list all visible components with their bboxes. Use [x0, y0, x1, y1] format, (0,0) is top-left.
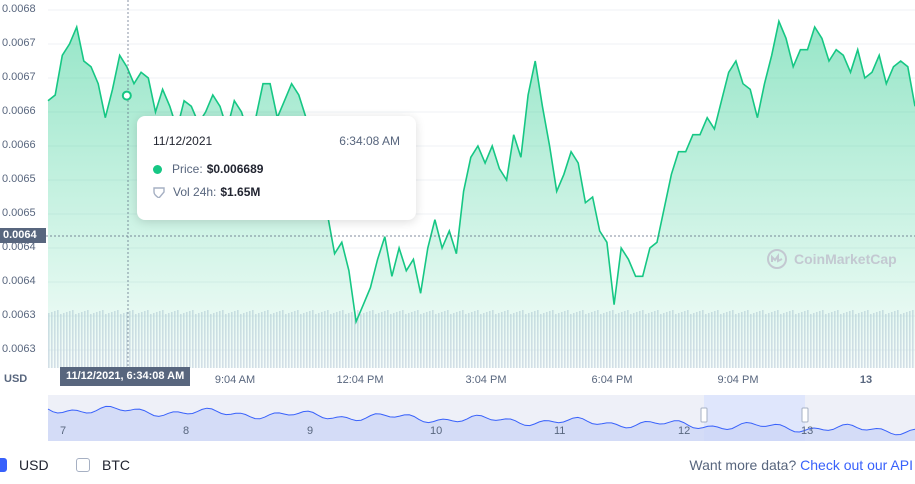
navigator-date-label: 10 [430, 425, 443, 437]
tooltip-price-row: Price: $0.006689 [153, 162, 263, 176]
navigator-line [47, 405, 915, 436]
navigator-date-label: 8 [183, 425, 190, 437]
crosshair-price-label: 0.0064 [0, 228, 46, 243]
price-chart[interactable] [0, 0, 915, 445]
y-tick-label: 0.0063 [2, 309, 36, 321]
x-tick-label: 9:04 AM [214, 374, 256, 386]
x-tick-label: 13 [859, 374, 873, 386]
y-tick-label: 0.0064 [2, 275, 36, 287]
usd-checkbox-box[interactable] [0, 458, 7, 472]
watermark: CoinMarketCap [766, 248, 897, 270]
navigator-area [48, 406, 915, 441]
y-tick-label: 0.0065 [2, 173, 36, 185]
y-tick-label: 0.0067 [2, 37, 36, 49]
y-tick-label: 0.0067 [2, 71, 36, 83]
price-dot-icon [153, 164, 162, 174]
navigator-date-label: 12 [678, 425, 691, 437]
api-link[interactable]: Check out our API [800, 457, 913, 473]
y-tick-label: 0.0063 [2, 343, 36, 355]
navigator-date-label: 7 [60, 425, 67, 437]
y-tick-label: 0.0065 [2, 207, 36, 219]
coinmarketcap-logo-icon [767, 249, 787, 269]
navigator-right-handle[interactable] [801, 407, 809, 423]
watermark-text: CoinMarketCap [794, 251, 897, 267]
price-area [48, 21, 915, 369]
btc-checkbox-label: BTC [102, 457, 130, 473]
y-axis-currency: USD [4, 373, 28, 385]
tooltip-volume-label: Vol 24h: [173, 185, 217, 199]
tooltip-time: 6:34:08 AM [339, 134, 400, 148]
navigator-date-label: 13 [801, 425, 814, 437]
volume-shield-icon [153, 187, 165, 198]
y-tick-label: 0.0066 [2, 139, 36, 151]
tooltip-price-label: Price: [172, 162, 203, 176]
navigator-date-label: 9 [307, 425, 314, 437]
tooltip-volume-value: $1.65M [220, 185, 261, 199]
y-tick-label: 0.0068 [2, 3, 36, 15]
navigator-left-handle[interactable] [700, 407, 708, 423]
price-tooltip: 11/12/2021 6:34:08 AM Price: $0.006689 V… [137, 116, 416, 220]
usd-checkbox[interactable]: USD [0, 457, 49, 473]
y-tick-label: 0.0066 [2, 105, 36, 117]
tooltip-price-value: $0.006689 [206, 162, 264, 176]
hover-point [121, 90, 132, 101]
tooltip-volume-row: Vol 24h: $1.65M [153, 185, 260, 199]
x-tick-label: 12:04 PM [336, 374, 384, 386]
crosshair-time-label: 11/12/2021, 6:34:08 AM [60, 367, 191, 386]
y-tick-label: 0.0064 [2, 241, 36, 253]
x-tick-label: 9:04 PM [717, 374, 759, 386]
range-navigator[interactable] [47, 395, 915, 441]
more-data-prompt: Want more data? Check out our API [689, 457, 913, 473]
btc-checkbox[interactable]: BTC [76, 457, 130, 473]
more-data-text: Want more data? [689, 457, 797, 473]
x-tick-label: 3:04 PM [465, 374, 507, 386]
price-line [47, 18, 915, 325]
tooltip-date: 11/12/2021 [153, 134, 213, 148]
navigator-date-label: 11 [554, 425, 566, 437]
btc-checkbox-box[interactable] [76, 458, 90, 472]
x-tick-label: 6:04 PM [591, 374, 633, 386]
usd-checkbox-label: USD [19, 457, 49, 473]
